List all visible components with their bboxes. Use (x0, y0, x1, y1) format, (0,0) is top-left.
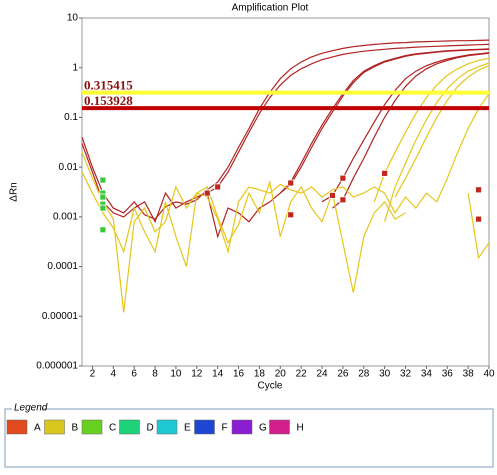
x-tick-label: 26 (337, 369, 349, 380)
x-tick-label: 14 (212, 369, 224, 380)
legend-label: D (147, 423, 154, 434)
ct-marker (99, 193, 107, 201)
y-tick-label: 1 (72, 62, 78, 73)
plot-area (81, 17, 490, 367)
y-tick-label: 0.0001 (47, 261, 78, 272)
legend-swatch (194, 419, 215, 435)
x-tick-label: 30 (379, 369, 391, 380)
ct-marker (99, 176, 107, 184)
legend-label: H (297, 423, 304, 434)
threshold-label: 0.315415 (84, 78, 133, 93)
series-line (321, 52, 490, 203)
series-line (81, 151, 490, 313)
x-axis-label: Cycle (257, 381, 282, 392)
series-line (384, 62, 490, 222)
ct-marker (339, 174, 347, 182)
legend-label: G (259, 423, 267, 434)
threshold-label: 0.153928 (84, 93, 133, 108)
y-tick-label: 0.00001 (42, 311, 79, 322)
ct-marker (203, 189, 211, 197)
series-line (81, 39, 490, 220)
x-tick-label: 18 (254, 369, 266, 380)
ct-marker (99, 226, 107, 234)
x-tick-label: 34 (421, 369, 433, 380)
x-tick-label: 38 (463, 369, 475, 380)
legend-box (4, 408, 494, 468)
ct-marker (339, 196, 347, 204)
legend-label: A (34, 423, 41, 434)
x-tick-label: 20 (275, 369, 287, 380)
x-tick-label: 16 (233, 369, 245, 380)
series-line (332, 52, 490, 209)
ct-marker (329, 192, 336, 199)
ct-marker (475, 186, 482, 194)
chart-title: Amplification Plot (232, 3, 309, 14)
ct-marker (287, 179, 295, 187)
y-tick-label: 0.001 (53, 211, 78, 222)
legend-title-bg (12, 403, 42, 413)
legend-swatch (269, 419, 290, 435)
ct-marker (99, 204, 107, 212)
y-tick-label: 0.01 (59, 162, 79, 173)
legend-label: B (72, 423, 79, 434)
legend-swatch (119, 419, 140, 435)
legend-label: F (222, 423, 228, 434)
ct-marker (381, 169, 389, 177)
y-tick-label: 10 (67, 13, 79, 24)
x-tick-label: 10 (170, 369, 182, 380)
legend-swatch (6, 419, 28, 435)
legend-swatch (44, 419, 65, 435)
x-tick-label: 6 (131, 369, 137, 380)
series-line (279, 48, 490, 194)
legend-title: Legend (14, 403, 48, 414)
legend-label: C (109, 423, 116, 434)
y-tick-label: 0.1 (64, 112, 78, 123)
x-tick-label: 4 (111, 369, 117, 380)
x-tick-label: 24 (316, 369, 328, 380)
legend-swatch (231, 419, 253, 435)
x-tick-label: 32 (400, 369, 412, 380)
y-axis-label: ΔRn (9, 182, 20, 201)
legend-swatch (156, 419, 178, 435)
legend-label: E (184, 423, 191, 434)
y-tick-label: 0.000001 (36, 361, 78, 372)
legend-swatch (81, 419, 103, 435)
ct-marker (214, 183, 222, 191)
x-tick-label: 22 (296, 369, 308, 380)
x-tick-label: 28 (358, 369, 370, 380)
ct-marker (287, 211, 295, 219)
x-tick-label: 12 (191, 369, 203, 380)
x-tick-label: 40 (483, 369, 495, 380)
ct-marker (475, 215, 482, 223)
x-tick-label: 2 (90, 369, 96, 380)
x-tick-label: 36 (442, 369, 454, 380)
series-line (81, 43, 490, 224)
x-tick-label: 8 (152, 369, 158, 380)
